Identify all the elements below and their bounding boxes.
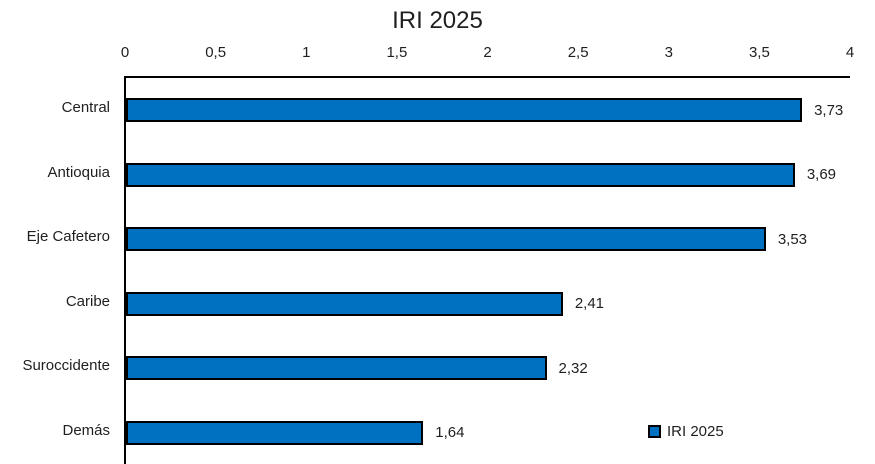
legend-swatch-icon bbox=[648, 425, 661, 438]
category-label-antioquia: Antioquia bbox=[47, 163, 110, 181]
category-label-central: Central bbox=[61, 99, 110, 117]
data-label: 3,73 bbox=[814, 101, 844, 119]
category-label-eje-cafetero: Eje Cafetero bbox=[26, 228, 110, 246]
bar-row: 3,73 bbox=[126, 78, 850, 143]
x-tick-4: 2 bbox=[483, 44, 492, 61]
data-label: 3,53 bbox=[777, 230, 808, 248]
x-tick-2: 1 bbox=[302, 44, 311, 61]
bar-eje-cafetero bbox=[126, 227, 766, 252]
data-label: 2,32 bbox=[558, 359, 588, 377]
bar-row: 2,32 bbox=[126, 336, 850, 401]
x-tick-5: 2,5 bbox=[567, 44, 589, 61]
bar-caribe bbox=[126, 291, 563, 316]
x-tick-3: 1,5 bbox=[386, 44, 408, 61]
x-tick-1: 0,5 bbox=[205, 44, 227, 61]
plot-area: 3,73 3,69 3,53 2,41 2,32 1,64 bbox=[124, 76, 850, 464]
data-label: 1,64 bbox=[435, 424, 465, 442]
x-tick-0: 0 bbox=[120, 44, 130, 61]
x-tick-8: 4 bbox=[845, 44, 855, 61]
category-label-demás: Demás bbox=[62, 421, 110, 439]
category-label-caribe: Caribe bbox=[65, 292, 110, 310]
bar-suroccidente bbox=[126, 356, 547, 381]
chart-title: IRI 2025 bbox=[392, 7, 483, 34]
category-label-suroccidente: Suroccidente bbox=[22, 357, 110, 375]
x-tick-7: 3,5 bbox=[748, 44, 770, 61]
bar-series: 3,73 3,69 3,53 2,41 2,32 1,64 bbox=[126, 78, 850, 464]
data-label: 3,69 bbox=[806, 166, 837, 184]
bar-antioquia bbox=[126, 162, 795, 187]
data-label: 2,41 bbox=[574, 295, 605, 313]
bar-central bbox=[126, 98, 803, 123]
legend-label: IRI 2025 bbox=[667, 423, 724, 440]
bar-row: 2,41 bbox=[126, 272, 850, 337]
bar-demás bbox=[126, 420, 424, 445]
bar-row: 3,53 bbox=[126, 207, 850, 272]
legend: IRI 2025 bbox=[648, 423, 724, 440]
bar-row: 3,69 bbox=[126, 143, 850, 208]
x-tick-6: 3 bbox=[664, 44, 673, 61]
bar-row: 1,64 bbox=[126, 401, 850, 464]
